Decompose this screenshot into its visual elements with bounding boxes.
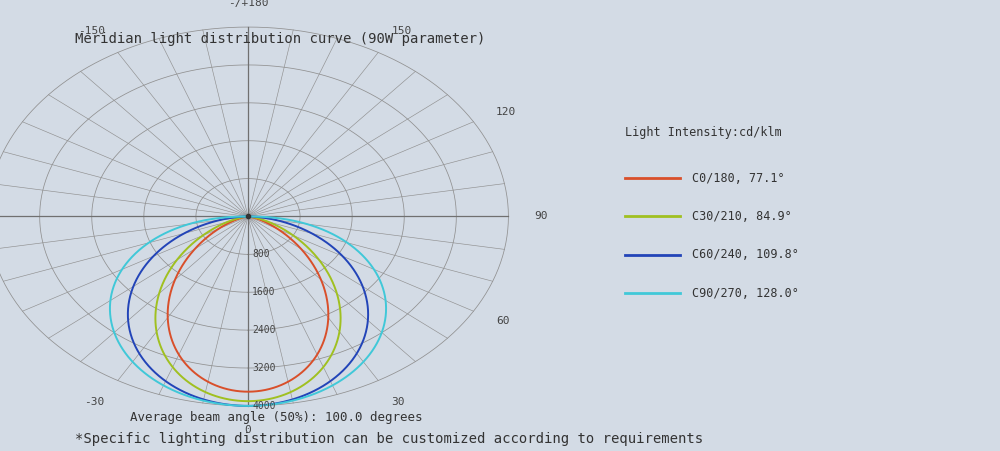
Text: 120: 120 (496, 107, 516, 117)
Text: 1600: 1600 (252, 287, 276, 297)
Text: 90: 90 (534, 212, 548, 221)
Text: 4000: 4000 (252, 401, 276, 411)
Text: C30/210, 84.9°: C30/210, 84.9° (692, 210, 792, 223)
Text: Meridian light distribution curve (90W parameter): Meridian light distribution curve (90W p… (75, 32, 485, 46)
Text: Average beam angle (50%): 100.0 degrees: Average beam angle (50%): 100.0 degrees (130, 411, 422, 424)
Text: -/+180: -/+180 (228, 0, 268, 8)
Text: Light Intensity:cd/klm: Light Intensity:cd/klm (625, 126, 782, 139)
Text: 60: 60 (496, 316, 510, 326)
Text: 3200: 3200 (252, 363, 276, 373)
Text: -150: -150 (78, 26, 105, 36)
Text: C0/180, 77.1°: C0/180, 77.1° (692, 172, 785, 184)
Text: -30: -30 (85, 397, 105, 407)
Text: 2400: 2400 (252, 325, 276, 335)
Text: 30: 30 (391, 397, 405, 407)
Text: 0: 0 (245, 425, 251, 435)
Text: C60/240, 109.8°: C60/240, 109.8° (692, 249, 799, 261)
Text: 800: 800 (252, 249, 270, 259)
Text: 150: 150 (391, 26, 411, 36)
Text: *Specific lighting distribution can be customized according to requirements: *Specific lighting distribution can be c… (75, 433, 703, 446)
Text: C90/270, 128.0°: C90/270, 128.0° (692, 287, 799, 299)
